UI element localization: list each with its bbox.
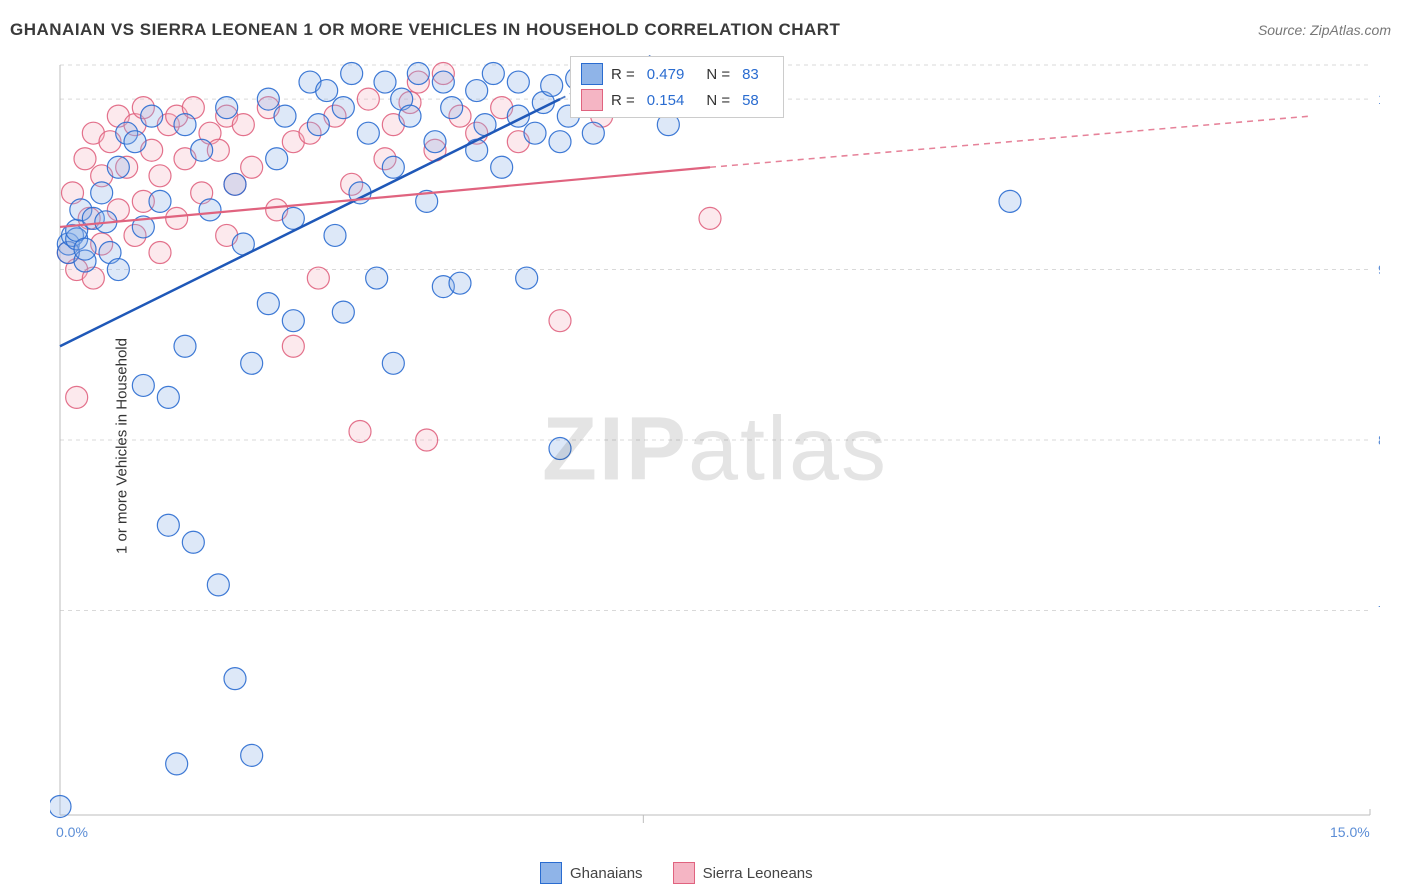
r-label-0: R = bbox=[611, 66, 635, 83]
r-label-1: R = bbox=[611, 92, 635, 109]
n-value-0: 83 bbox=[742, 66, 759, 83]
correlation-row-sierraleoneans: R = 0.154 N = 58 bbox=[577, 87, 777, 113]
legend-swatch-ghanaians bbox=[540, 862, 562, 884]
legend: Ghanaians Sierra Leoneans bbox=[540, 862, 813, 884]
correlation-row-ghanaians: R = 0.479 N = 83 bbox=[577, 61, 777, 87]
swatch-sierraleoneans bbox=[581, 89, 603, 111]
svg-text:90.0%: 90.0% bbox=[1378, 262, 1380, 278]
svg-text:70.0%: 70.0% bbox=[1378, 602, 1380, 618]
svg-text:100.0%: 100.0% bbox=[1378, 91, 1380, 107]
svg-text:80.0%: 80.0% bbox=[1378, 432, 1380, 448]
legend-item-sierraleoneans: Sierra Leoneans bbox=[673, 862, 813, 884]
svg-text:15.0%: 15.0% bbox=[1330, 824, 1370, 840]
correlation-box: R = 0.479 N = 83 R = 0.154 N = 58 bbox=[570, 56, 784, 118]
r-value-0: 0.479 bbox=[647, 66, 685, 83]
source-attribution: Source: ZipAtlas.com bbox=[1258, 22, 1391, 38]
svg-text:0.0%: 0.0% bbox=[56, 824, 88, 840]
scatter-plot-svg: 70.0% 80.0% 90.0% 100.0% 0.0% 15.0% bbox=[50, 55, 1380, 845]
legend-label-sierraleoneans: Sierra Leoneans bbox=[703, 865, 813, 882]
chart-title: GHANAIAN VS SIERRA LEONEAN 1 OR MORE VEH… bbox=[10, 20, 840, 40]
n-value-1: 58 bbox=[742, 92, 759, 109]
legend-item-ghanaians: Ghanaians bbox=[540, 862, 643, 884]
swatch-ghanaians bbox=[581, 63, 603, 85]
chart-container: GHANAIAN VS SIERRA LEONEAN 1 OR MORE VEH… bbox=[0, 0, 1406, 892]
legend-label-ghanaians: Ghanaians bbox=[570, 865, 643, 882]
n-label-0: N = bbox=[706, 66, 730, 83]
plot-area: 70.0%80.0%90.0%100.0%0.0%15.0% ZIPatlas bbox=[50, 55, 1380, 845]
r-value-1: 0.154 bbox=[647, 92, 685, 109]
n-label-1: N = bbox=[706, 92, 730, 109]
y-axis-label: 1 or more Vehicles in Household bbox=[113, 338, 130, 554]
legend-swatch-sierraleoneans bbox=[673, 862, 695, 884]
